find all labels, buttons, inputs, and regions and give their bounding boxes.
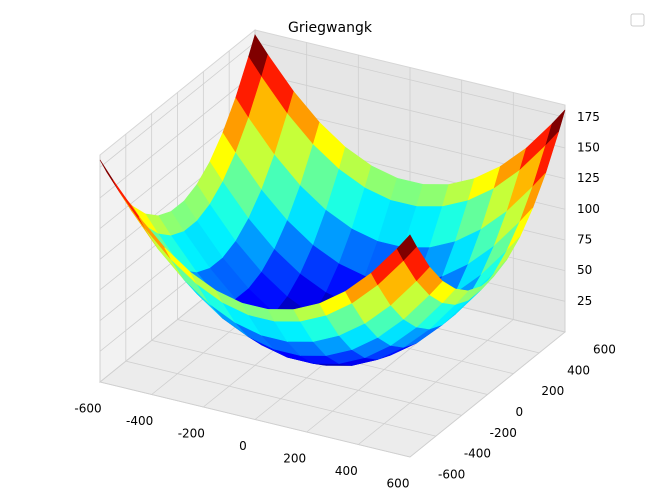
grid-line xyxy=(125,360,436,437)
surface-cell xyxy=(396,234,417,261)
x-tick-label: 400 xyxy=(335,464,358,478)
x-tick-label: -400 xyxy=(126,414,153,428)
y-tick-label: 0 xyxy=(516,405,524,419)
y-tick-label: 600 xyxy=(593,343,616,357)
y-tick-label: -200 xyxy=(490,426,517,440)
grid-line xyxy=(254,72,566,149)
y-tick-label: -600 xyxy=(438,468,465,482)
grid-line xyxy=(254,41,566,118)
x-tick-label: 600 xyxy=(387,477,410,491)
z-tick-label: 25 xyxy=(577,294,592,308)
x-tick-label: -600 xyxy=(74,402,101,416)
y-tick-label: 400 xyxy=(567,363,590,377)
legend xyxy=(630,13,645,27)
chart-title: Griegwangk xyxy=(288,20,373,36)
y-tick-label: 200 xyxy=(541,384,564,398)
z-tick-label: 125 xyxy=(577,171,600,185)
z-tick-label: 100 xyxy=(577,202,600,216)
grid-line xyxy=(151,339,462,416)
grid-line xyxy=(99,72,256,199)
z-tick-label: 175 xyxy=(577,110,600,124)
z-tick-label: 150 xyxy=(577,140,600,154)
x-tick-label: 200 xyxy=(283,452,306,466)
y-tick-label: -400 xyxy=(464,447,491,461)
grid-line xyxy=(99,41,256,168)
z-tick-label: 75 xyxy=(577,232,592,246)
grid-line xyxy=(99,381,411,458)
x-tick-label: -200 xyxy=(178,427,205,441)
z-tick-label: 50 xyxy=(577,263,592,277)
x-tick-label: 0 xyxy=(239,439,247,453)
